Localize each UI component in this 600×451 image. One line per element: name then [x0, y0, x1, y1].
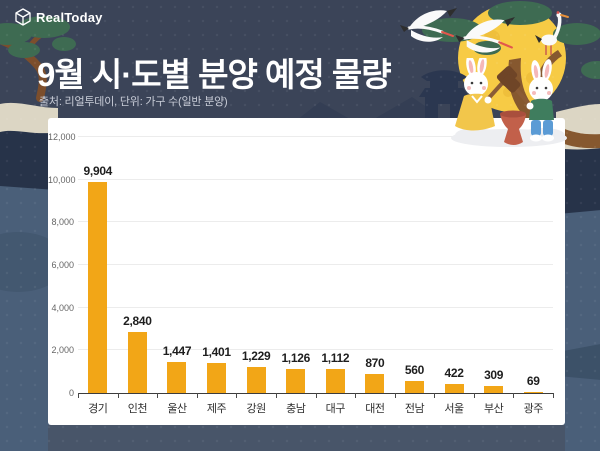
chart-bar — [127, 332, 147, 393]
bar-category-label: 대구 — [325, 403, 346, 415]
bar-category-label: 전남 — [404, 403, 425, 415]
chart-bar — [286, 368, 306, 393]
dark-ridge-right — [558, 136, 600, 214]
bar-category-label: 충남 — [286, 403, 306, 415]
x-axis-tick — [117, 393, 119, 398]
bar-value-label: 870 — [365, 356, 385, 371]
bar-value-label: 1,401 — [202, 345, 231, 360]
y-axis-tick-label: 10,000 — [48, 174, 76, 185]
page-subtitle: 출처: 리얼투데이, 단위: 가구 수(일반 분양) — [39, 96, 228, 108]
bar-category-label: 대전 — [365, 403, 385, 415]
bar-category-label: 부산 — [484, 403, 504, 415]
chart-panel: 0 2,000 4,000 6,000 8,000 10,000 12,000 9,904 2… — [48, 118, 565, 425]
y-axis-tick-label: 8,000 — [51, 217, 74, 228]
moon-rabbits-decoration — [451, 58, 567, 147]
chart-bar — [325, 369, 345, 393]
bar-category-label: 울산 — [167, 403, 187, 415]
bar-value-label: 1,126 — [281, 350, 310, 365]
x-axis-tick — [275, 393, 277, 398]
bar-value-label: 1,229 — [241, 348, 271, 363]
x-axis-tick — [236, 393, 238, 398]
bar-value-label: 560 — [404, 363, 425, 378]
x-axis-tick — [315, 393, 317, 398]
mortar-icon — [500, 110, 526, 145]
x-axis-tick — [434, 393, 436, 398]
bar-category-label: 제주 — [206, 403, 227, 415]
x-axis-tick — [513, 393, 515, 398]
x-axis-labels: 경기 인천 울산 제주 강원 충남 대구 대전 전남 서울 부산 광주 — [78, 400, 553, 416]
chart-bar — [207, 363, 227, 393]
x-axis-tick — [157, 393, 159, 398]
plot-area: 9,904 2,840 1,447 1,401 1,229 1,126 1,112 870 56… — [78, 136, 554, 398]
bar-category-label: 강원 — [246, 403, 267, 415]
chart-bar — [88, 181, 108, 393]
bar-category-label: 광주 — [523, 403, 544, 415]
x-axis-tick — [553, 393, 554, 398]
y-axis-labels: 0 2,000 4,000 6,000 8,000 10,000 12,000 — [48, 132, 76, 398]
gridline — [78, 136, 553, 137]
chart-bar — [484, 386, 504, 393]
x-axis-tick — [78, 393, 79, 398]
bar-category-label: 서울 — [444, 403, 464, 415]
bar-value-label: 1,447 — [162, 344, 192, 359]
bar-value-label: 1,112 — [321, 351, 350, 366]
cube-logo-icon — [15, 8, 31, 26]
chart-bar — [444, 384, 464, 393]
dark-ridge-left — [0, 115, 56, 190]
gridline — [78, 306, 553, 308]
rabbit-left-icon — [455, 58, 518, 131]
bar-value-label: 9,904 — [83, 163, 113, 178]
bar-value-label: 309 — [484, 368, 504, 383]
y-axis-tick-label: 12,000 — [48, 132, 76, 142]
y-axis-tick-label: 6,000 — [51, 260, 74, 270]
pine-branch-left-icon — [0, 16, 76, 102]
sand-band-left — [0, 102, 58, 134]
x-axis-tick — [196, 393, 198, 398]
y-axis-tick-label: 0 — [68, 388, 74, 398]
flying-crane-icon — [400, 8, 457, 42]
page-title: 9월 시·도별 분양 예정 물량 — [37, 56, 392, 93]
chart-bar — [523, 391, 543, 393]
chart-bar — [404, 381, 424, 393]
gridline — [78, 178, 553, 180]
bar-value-label: 69 — [526, 373, 540, 388]
ground-strip — [48, 425, 565, 451]
standing-crane-icon — [535, 11, 569, 55]
gridline — [78, 221, 553, 223]
y-axis-tick-label: 4,000 — [51, 302, 74, 313]
flying-crane-icon — [455, 17, 515, 53]
x-axis-tick — [394, 393, 396, 398]
chart-bar — [365, 374, 385, 393]
gridline — [78, 349, 553, 351]
bar-category-label: 경기 — [88, 403, 108, 415]
hill-shape-right — [558, 344, 600, 380]
x-axis-tick — [355, 393, 357, 398]
korean-gate-icon — [419, 70, 469, 118]
logo-text: RealToday — [36, 9, 103, 25]
bar-category-label: 인천 — [127, 403, 148, 415]
chart-bar — [246, 366, 266, 393]
gridline — [78, 264, 553, 265]
bar-value-label: 2,840 — [123, 314, 152, 329]
x-axis-tick — [473, 393, 475, 398]
y-axis-tick-label: 2,000 — [51, 345, 74, 356]
rabbit-right-icon — [501, 59, 554, 142]
bar-value-label: 422 — [444, 366, 464, 380]
realtoday-logo: RealToday — [14, 8, 103, 26]
chart-bar — [167, 362, 187, 393]
